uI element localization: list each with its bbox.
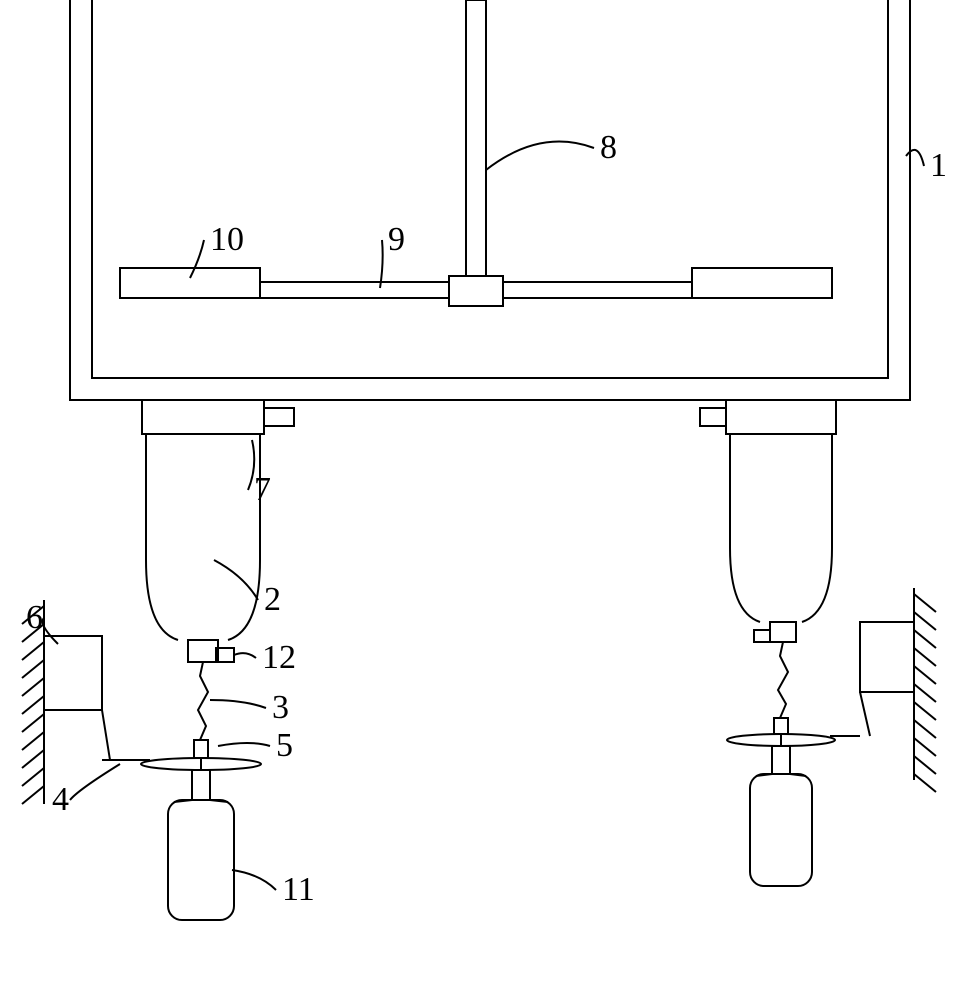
geometry-layer [22, 0, 936, 920]
label-11: 11 [282, 871, 315, 908]
label-6: 6 [26, 599, 43, 636]
label-3: 3 [272, 689, 289, 726]
label-2: 2 [264, 581, 281, 618]
label-10: 10 [210, 221, 244, 258]
label-5: 5 [276, 727, 293, 764]
label-4: 4 [52, 781, 69, 818]
label-9: 9 [388, 221, 405, 258]
leader-lines [43, 142, 924, 890]
label-12: 12 [262, 639, 296, 676]
label-7: 7 [254, 471, 271, 508]
label-8: 8 [600, 129, 617, 166]
label-1: 1 [930, 147, 947, 184]
schematic-diagram: 123456789101112 [0, 0, 956, 1000]
